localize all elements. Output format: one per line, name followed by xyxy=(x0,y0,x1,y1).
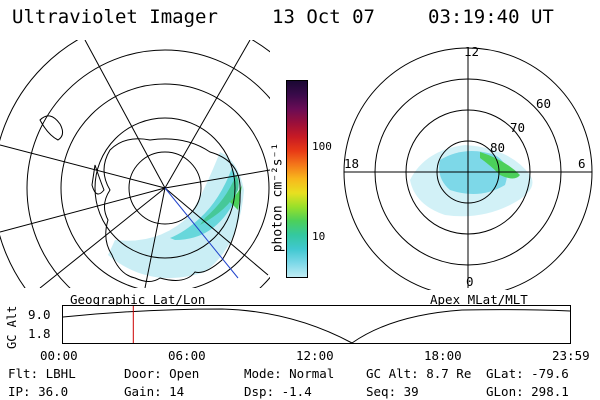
right-panel-caption: Apex MLat/MLT xyxy=(430,292,528,307)
aurora-emission xyxy=(108,152,244,279)
polar-mlt-plot xyxy=(343,47,593,290)
status-gc-alt: GC Alt: 8.7 Re xyxy=(366,366,472,381)
timeline-ytick-low: 1.8 xyxy=(28,326,51,341)
colorbar-tick-10: 10 xyxy=(312,230,326,243)
timeline-xtick-1: 06:00 xyxy=(168,348,206,363)
mlt-label-18: 18 xyxy=(344,156,360,171)
timeline-ylabel: GC Alt xyxy=(5,305,19,349)
colorbar-tick-100: 100 xyxy=(312,140,332,153)
status-mode: Mode: Normal xyxy=(244,366,335,381)
colorbar-label: photon cm⁻²s⁻¹ xyxy=(270,142,286,253)
status-glon: GLon: 298.1 xyxy=(486,384,569,399)
status-seq: Seq: 39 xyxy=(366,384,419,399)
coastline xyxy=(103,138,241,282)
altitude-timeline xyxy=(62,305,571,344)
mlt-label-0: 0 xyxy=(466,274,474,289)
status-ip: IP: 36.0 xyxy=(8,384,69,399)
mlat-label-80: 80 xyxy=(490,140,506,155)
polar-aurora xyxy=(410,145,533,217)
status-dsp: Dsp: -1.4 xyxy=(244,384,312,399)
date-label: 13 Oct 07 xyxy=(272,6,375,28)
status-gain: Gain: 14 xyxy=(124,384,185,399)
status-door: Door: Open xyxy=(124,366,200,381)
left-panel-caption: Geographic Lat/Lon xyxy=(70,292,206,307)
status-filter: Flt: LBHL xyxy=(8,366,76,381)
colorbar xyxy=(286,80,308,278)
timeline-xtick-4: 23:59 xyxy=(552,348,590,363)
mlat-label-70: 70 xyxy=(510,120,526,135)
mlt-label-6: 6 xyxy=(578,156,586,171)
app-title: Ultraviolet Imager xyxy=(12,6,218,28)
geographic-map xyxy=(0,40,270,288)
time-label: 03:19:40 UT xyxy=(428,6,554,28)
latitude-circles xyxy=(0,40,270,288)
meridian-lines xyxy=(0,40,270,288)
timeline-xtick-2: 12:00 xyxy=(296,348,334,363)
timeline-xtick-0: 00:00 xyxy=(40,348,78,363)
timeline-xtick-3: 18:00 xyxy=(424,348,462,363)
status-glat: GLat: -79.6 xyxy=(486,366,569,381)
mlt-label-12: 12 xyxy=(464,44,480,59)
mlat-label-60: 60 xyxy=(536,96,552,111)
timeline-ytick-high: 9.0 xyxy=(28,307,51,322)
